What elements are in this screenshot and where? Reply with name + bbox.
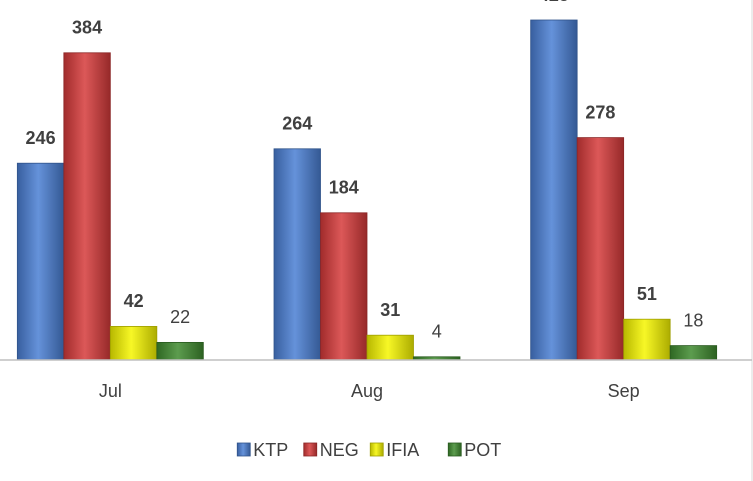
bar [623, 318, 671, 361]
value-label: 42 [124, 291, 144, 311]
bar [576, 137, 625, 361]
bar [669, 345, 718, 361]
bar [156, 341, 204, 361]
x-tick-label: Jul [99, 381, 122, 401]
bar [63, 52, 111, 361]
bar [109, 325, 158, 361]
value-label: 184 [329, 178, 359, 198]
value-label: 22 [170, 307, 190, 327]
value-label: 51 [637, 284, 657, 304]
value-label: 4 [432, 322, 442, 342]
value-label: 278 [585, 102, 615, 122]
bar [530, 19, 578, 361]
value-label: 18 [683, 310, 703, 330]
bar [273, 148, 321, 361]
legend-swatch [303, 442, 318, 457]
legend-label: KTP [253, 440, 288, 460]
value-label: 264 [282, 114, 312, 134]
value-label: 425 [539, 0, 569, 5]
bar [320, 212, 368, 361]
x-tick-label: Sep [608, 381, 640, 401]
value-label: 384 [72, 18, 102, 38]
legend-label: IFIA [386, 440, 419, 460]
bar [366, 334, 414, 361]
value-label: 246 [26, 128, 56, 148]
bar [16, 162, 65, 361]
x-tick-label: Aug [351, 381, 383, 401]
legend-label: NEG [320, 440, 359, 460]
legend-label: POT [464, 440, 501, 460]
legend-swatch [447, 442, 462, 457]
legend-swatch [236, 442, 251, 457]
value-label: 31 [380, 300, 400, 320]
legend-swatch [369, 442, 384, 457]
